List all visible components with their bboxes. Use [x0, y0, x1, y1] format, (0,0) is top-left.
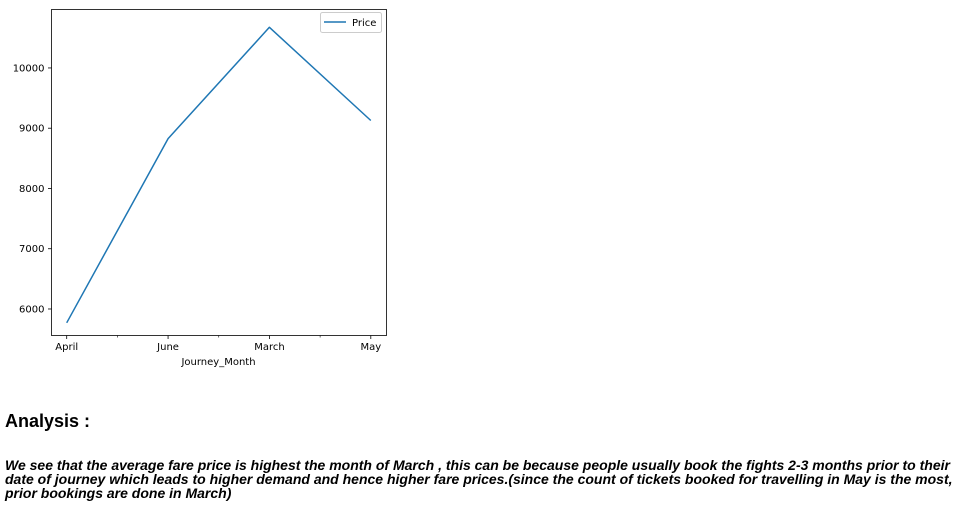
- series-line-price: [66, 26, 372, 324]
- analysis-text: We see that the average fare price is hi…: [5, 457, 953, 501]
- y-tick-label: 9000: [19, 124, 44, 135]
- legend: Price: [320, 12, 382, 33]
- x-tick-label: June: [156, 342, 179, 353]
- analysis-heading: Analysis :: [5, 411, 91, 431]
- x-tick-label: May: [360, 342, 381, 353]
- x-tick-label: April: [55, 342, 78, 353]
- y-axis: 6000 7000 8000 9000 10000: [13, 63, 52, 315]
- x-axis-label: Journey_Month: [180, 357, 255, 368]
- y-tick-label: 10000: [13, 63, 45, 74]
- x-tick-label: March: [254, 342, 284, 353]
- plot-frame: [51, 9, 387, 336]
- legend-box: [320, 12, 382, 33]
- x-axis: April June March May: [55, 335, 381, 353]
- y-tick-label: 6000: [19, 304, 44, 315]
- y-tick-label: 7000: [19, 244, 44, 255]
- y-tick-label: 8000: [19, 184, 44, 195]
- legend-label-price: Price: [352, 18, 376, 29]
